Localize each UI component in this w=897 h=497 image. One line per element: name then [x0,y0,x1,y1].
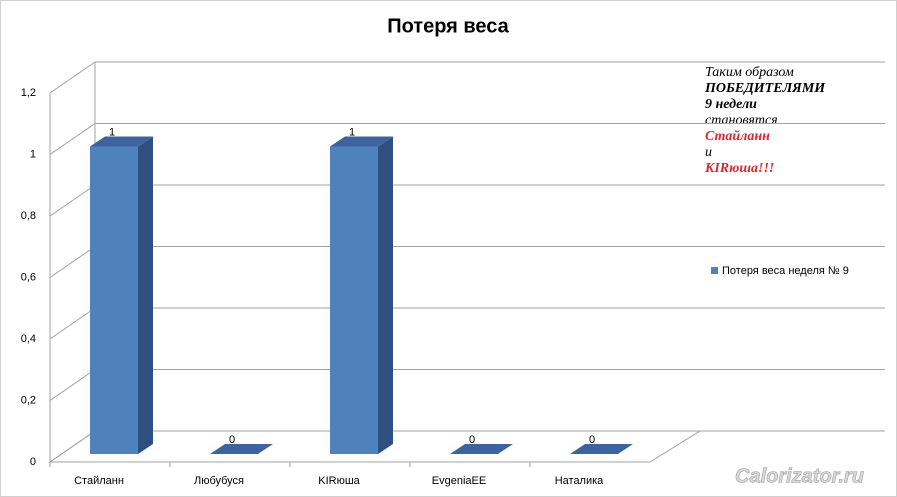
x-tick-label: Любубуся [194,475,244,487]
bar-side [138,136,153,454]
bar-top [330,136,393,147]
bar-top [90,136,153,147]
bar-top [450,444,513,454]
data-label: 0 [469,434,475,446]
data-label: 0 [229,434,235,446]
bar [90,136,153,454]
grid-line [49,369,96,401]
data-label: 0 [589,434,595,446]
grid-line [49,246,96,278]
grid-line [49,123,96,155]
bar-front [330,146,378,454]
bar-top [210,444,273,454]
y-tick-label: 0,2 [21,394,36,406]
x-tick-label: KIRюша [318,475,360,487]
bar [450,444,513,454]
annotation: Таким образом [705,65,794,80]
y-tick-label: 0,6 [21,271,36,283]
y-tick-label: 0,8 [21,210,36,222]
bar [210,444,273,454]
annotation: KIRюша!!! [704,161,774,176]
watermark: Calorizator.ru [735,465,864,487]
y-tick-label: 1 [30,148,36,160]
grid-line [49,61,96,94]
bar-front [90,146,138,454]
legend-label: Потеря веса неделя № 9 [722,265,849,277]
chart-title: Потеря веса [387,15,509,37]
data-label: 1 [349,126,355,138]
x-tick-label: Наталика [555,475,604,487]
bar-top [570,444,633,454]
grid-line [49,184,96,217]
y-tick-label: 0,4 [21,333,36,345]
annotation: и [705,145,712,160]
bar-side [378,136,393,454]
annotation: Стайланн [705,129,770,144]
grid-line [49,430,96,463]
bar [330,136,393,454]
legend-swatch [711,267,718,274]
x-tick-label: Стайланн [74,475,124,487]
data-label: 1 [109,126,115,138]
annotation: 9 недели [705,97,757,112]
bar [570,444,633,454]
x-tick-label: EvgeniaEE [432,475,486,487]
annotation: становятся [705,113,778,128]
y-tick-label: 1,2 [21,87,36,99]
annotation: ПОБЕДИТЕЛЯМИ [704,81,826,96]
grid-line [49,307,96,340]
y-tick-label: 0 [30,456,36,468]
